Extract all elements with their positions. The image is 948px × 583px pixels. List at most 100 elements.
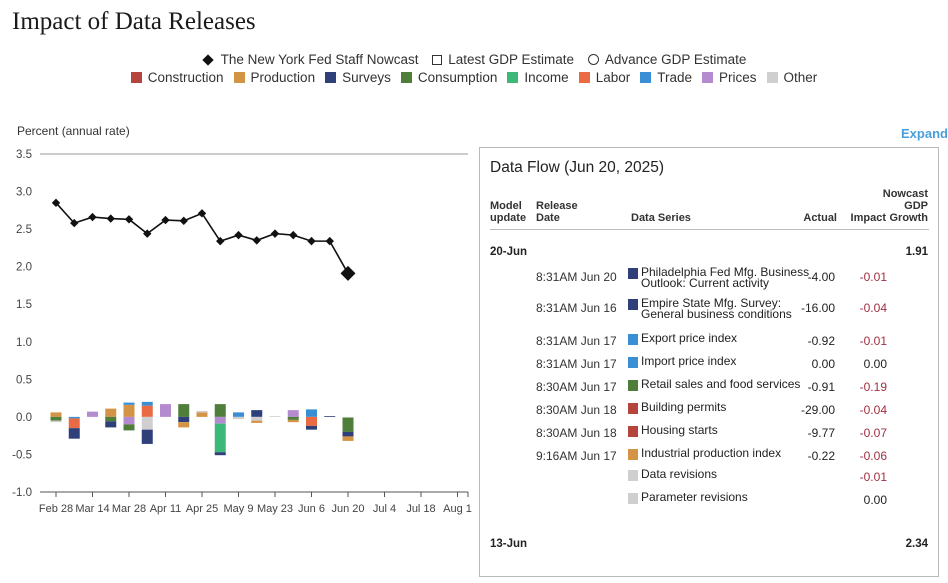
legend-label: Advance GDP Estimate xyxy=(604,52,747,67)
impact-bar-segment xyxy=(306,425,317,430)
legend-construction[interactable]: Construction xyxy=(130,70,224,85)
col-header-actual: Actual xyxy=(803,212,837,224)
impact-bar-segment xyxy=(287,416,299,420)
y-tick-label: 1.5 xyxy=(16,299,32,311)
impact-value: 0.00 xyxy=(863,357,887,371)
header-divider xyxy=(490,229,929,230)
table-row: 8:31AM Jun 17 Import price index 0.00 0.00 xyxy=(480,355,938,379)
nowcast-point xyxy=(51,198,61,208)
header-text: Model xyxy=(490,200,522,212)
col-header-release-date: Release Date xyxy=(536,200,578,224)
header-text: GDP xyxy=(904,200,928,212)
nowcast-point xyxy=(88,212,97,222)
legend-label: Surveys xyxy=(342,70,391,85)
impact-bar-segment xyxy=(342,417,354,432)
impact-bar-segment xyxy=(160,404,171,417)
legend-advance-gdp[interactable]: Advance GDP Estimate xyxy=(587,52,747,67)
legend-prices[interactable]: Prices xyxy=(701,70,757,85)
y-tick-label: 3.5 xyxy=(16,149,32,161)
table-row: Parameter revisions 0.00 xyxy=(480,491,938,515)
actual-value: -16.00 xyxy=(800,301,835,315)
data-series-name: Empire State Mfg. Survey: General busine… xyxy=(641,296,792,321)
impact-bar-segment xyxy=(306,409,317,417)
release-time: 8:31AM Jun 17 xyxy=(536,357,617,371)
impact-bar-segment xyxy=(178,416,190,423)
nowcast-point xyxy=(325,236,334,246)
header-text: Growth xyxy=(889,212,929,224)
y-tick-label: -0.5 xyxy=(12,449,32,461)
nowcast-point xyxy=(216,236,225,246)
nowcast-point xyxy=(289,230,298,240)
legend-nowcast[interactable]: The New York Fed Staff Nowcast xyxy=(201,52,418,67)
legend-production[interactable]: Production xyxy=(233,70,316,85)
x-tick-label: Mar 14 xyxy=(75,503,109,515)
impact-bar-segment xyxy=(196,410,208,413)
impact-bar-segment xyxy=(342,436,354,441)
impact-bar-segment xyxy=(50,416,62,421)
category-swatch xyxy=(628,426,638,437)
impact-bar-segment xyxy=(123,424,135,431)
legend-label: Production xyxy=(250,70,316,85)
actual-value: -4.00 xyxy=(807,270,835,284)
impact-bar-segment xyxy=(196,412,208,417)
data-series-name: Philadelphia Fed Mfg. Business Outlook: … xyxy=(641,265,810,290)
data-flow-title: Data Flow (Jun 20, 2025) xyxy=(490,159,665,176)
category-swatch xyxy=(628,380,638,391)
legend-surveys[interactable]: Surveys xyxy=(325,70,391,85)
x-tick-label: Jul 18 xyxy=(406,503,435,515)
category-legend: Construction Production Surveys Consumption… xyxy=(0,70,948,85)
data-series-name: Housing starts xyxy=(641,423,718,437)
legend-income[interactable]: Income xyxy=(507,70,569,85)
x-tick-label: Jul 4 xyxy=(373,503,396,515)
data-series-name: Industrial production index xyxy=(641,446,782,460)
y-axis-title: Percent (annual rate) xyxy=(17,124,130,138)
impact-bar-segment xyxy=(214,404,226,417)
nowcast-point xyxy=(252,236,261,245)
legend-trade[interactable]: Trade xyxy=(640,70,692,85)
impact-bar-segment xyxy=(105,421,117,428)
legend-latest-gdp[interactable]: Latest GDP Estimate xyxy=(432,52,574,67)
nowcast-point xyxy=(161,215,170,225)
header-text: update xyxy=(490,212,527,224)
legend-other[interactable]: Other xyxy=(766,70,818,85)
nowcast-point xyxy=(143,229,152,238)
release-time: 8:31AM Jun 17 xyxy=(536,334,617,348)
nowcast-point xyxy=(270,229,280,238)
legend-label: Consumption xyxy=(417,70,498,85)
impact-bar-segment xyxy=(251,420,263,423)
release-time: 8:30AM Jun 18 xyxy=(536,426,617,440)
legend-labor[interactable]: Labor xyxy=(578,70,631,85)
impact-value: -0.19 xyxy=(859,380,887,394)
model-update-nowcast: 1.91 xyxy=(905,246,928,258)
legend-label: Income xyxy=(524,70,569,85)
legend-swatch xyxy=(233,72,245,83)
impact-bar-segment xyxy=(233,416,244,420)
legend-label: Other xyxy=(783,70,818,85)
category-swatch xyxy=(628,334,638,345)
col-header-nowcast: Nowcast GDP Growth xyxy=(883,188,928,224)
release-time: 8:31AM Jun 20 xyxy=(536,270,617,284)
release-time: 8:31AM Jun 16 xyxy=(536,301,617,315)
impact-bar-segment xyxy=(68,418,80,429)
actual-value: -9.77 xyxy=(807,426,835,440)
table-row: 8:31AM Jun 17 Export price index -0.92 -0.0… xyxy=(480,332,938,356)
impact-value: -0.07 xyxy=(859,426,887,440)
data-series-name: Building permits xyxy=(641,400,727,414)
y-tick-label: 1.0 xyxy=(16,337,32,349)
impact-bar-segment xyxy=(342,431,354,437)
impact-bar-segment xyxy=(178,422,190,428)
x-tick-label: May 9 xyxy=(224,503,254,515)
impact-bar-segment xyxy=(68,416,80,419)
expand-button[interactable]: Expand xyxy=(901,126,948,141)
impact-bar-segment xyxy=(50,420,62,423)
legend-consumption[interactable]: Consumption xyxy=(400,70,498,85)
impact-bar-segment xyxy=(233,412,244,417)
release-time: 9:16AM Jun 17 xyxy=(536,449,617,463)
actual-value: -29.00 xyxy=(800,403,835,417)
legend-swatch xyxy=(640,72,652,83)
category-swatch xyxy=(628,493,638,504)
legend-label: Labor xyxy=(595,70,631,85)
impact-bar-segment xyxy=(141,405,153,417)
legend-label: Prices xyxy=(718,70,757,85)
